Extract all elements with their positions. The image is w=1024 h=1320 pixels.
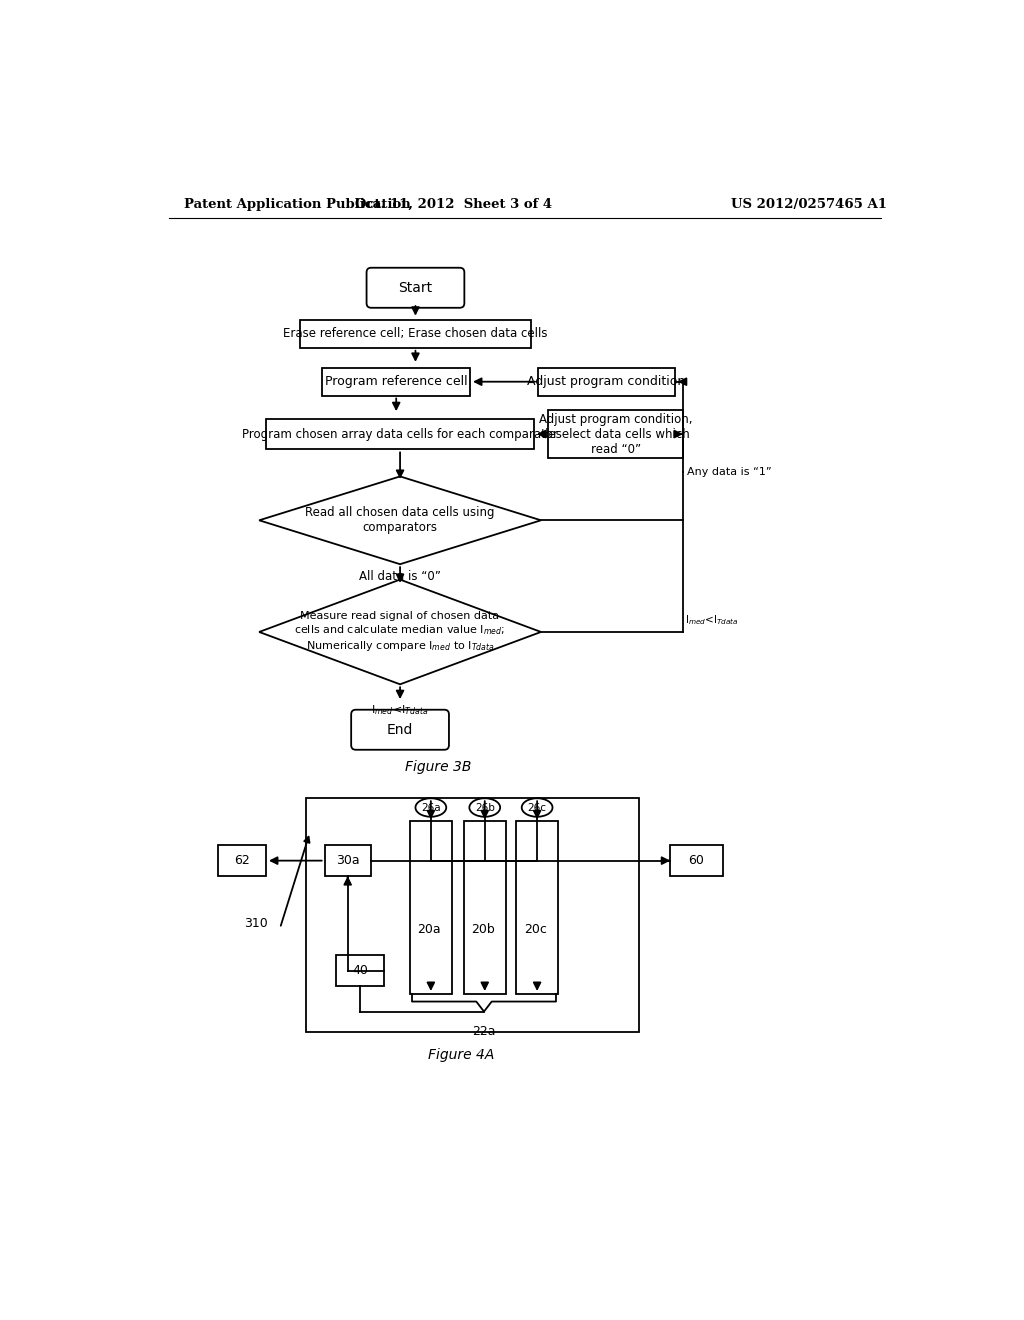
Text: Any data is “1”: Any data is “1”: [687, 467, 771, 477]
Bar: [410, 821, 452, 994]
Text: 60: 60: [688, 854, 705, 867]
Bar: [218, 845, 266, 876]
Text: Program chosen array data cells for each comparator: Program chosen array data cells for each…: [242, 428, 558, 441]
Text: 62: 62: [234, 854, 250, 867]
Text: Program reference cell: Program reference cell: [325, 375, 468, 388]
Text: Adjust program condition: Adjust program condition: [527, 375, 685, 388]
Polygon shape: [259, 579, 541, 684]
Text: 22a: 22a: [472, 1026, 496, 1039]
Text: Adjust program condition,
deselect data cells which
read “0”: Adjust program condition, deselect data …: [539, 413, 692, 455]
Ellipse shape: [521, 799, 553, 817]
Text: Start: Start: [398, 281, 432, 294]
Text: End: End: [387, 723, 414, 737]
Bar: [306, 797, 639, 1032]
Text: 26c: 26c: [527, 803, 547, 813]
Text: Read all chosen data cells using
comparators: Read all chosen data cells using compara…: [305, 507, 495, 535]
Text: 40: 40: [352, 964, 368, 977]
Text: 30a: 30a: [336, 854, 359, 867]
Polygon shape: [259, 477, 541, 564]
Bar: [300, 321, 531, 348]
FancyBboxPatch shape: [367, 268, 464, 308]
Bar: [323, 368, 470, 396]
Bar: [516, 821, 558, 994]
Text: 20a: 20a: [418, 924, 441, 936]
Text: Patent Application Publication: Patent Application Publication: [184, 198, 412, 211]
Bar: [538, 368, 675, 396]
Bar: [548, 411, 683, 458]
Bar: [464, 821, 506, 994]
Text: Figure 3B: Figure 3B: [406, 760, 472, 774]
Text: 20b: 20b: [471, 924, 495, 936]
Bar: [325, 845, 371, 876]
Text: I$_{med}$<I$_{Tdata}$: I$_{med}$<I$_{Tdata}$: [685, 614, 738, 627]
Text: US 2012/0257465 A1: US 2012/0257465 A1: [731, 198, 887, 211]
Text: Oct. 11, 2012  Sheet 3 of 4: Oct. 11, 2012 Sheet 3 of 4: [355, 198, 553, 211]
Bar: [336, 956, 384, 986]
Bar: [266, 418, 535, 449]
Bar: [671, 845, 723, 876]
Text: I$_{med}$<I$_{Tdata}$: I$_{med}$<I$_{Tdata}$: [372, 704, 429, 717]
Text: 20c: 20c: [524, 924, 547, 936]
Text: Figure 4A: Figure 4A: [428, 1048, 495, 1063]
Text: 26a: 26a: [421, 803, 440, 813]
Text: 310: 310: [244, 916, 267, 929]
Ellipse shape: [416, 799, 446, 817]
Text: 26b: 26b: [475, 803, 495, 813]
Text: Measure read signal of chosen data
cells and calculate median value I$_{med}$;
N: Measure read signal of chosen data cells…: [294, 611, 506, 653]
FancyBboxPatch shape: [351, 710, 449, 750]
Text: All data is “0”: All data is “0”: [359, 570, 441, 583]
Text: Erase reference cell; Erase chosen data cells: Erase reference cell; Erase chosen data …: [284, 327, 548, 341]
Ellipse shape: [469, 799, 500, 817]
